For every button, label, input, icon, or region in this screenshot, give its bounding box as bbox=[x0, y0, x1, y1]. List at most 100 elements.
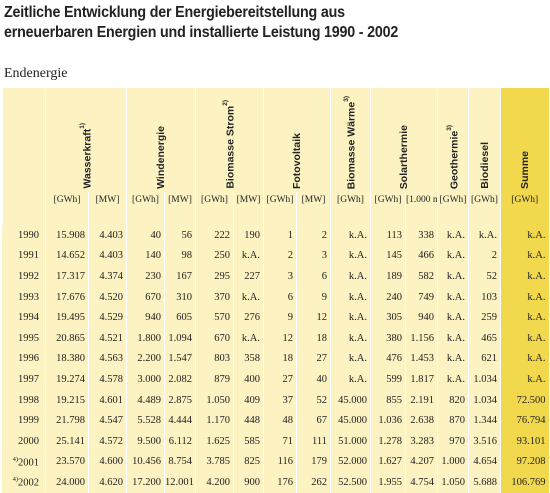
year-label: 1992 bbox=[18, 270, 39, 282]
cell: 27 bbox=[263, 369, 297, 390]
cell: 25.141 bbox=[45, 430, 89, 452]
cell: 1.036 bbox=[370, 410, 406, 431]
cell: 4.600 bbox=[88, 451, 127, 473]
data-row: 1996 18.380 4.563 2.200 1.547 803 358 18 27 k.A. 4… bbox=[3, 348, 549, 370]
year-cell: 1991 bbox=[3, 246, 46, 267]
year-label: 2002 bbox=[18, 477, 39, 489]
column-header: Windenergie bbox=[126, 88, 196, 192]
cell: 2 bbox=[296, 225, 331, 246]
cell: 4.200 bbox=[195, 472, 234, 493]
cell: 1.800 bbox=[126, 327, 165, 349]
year-label: 2001 bbox=[18, 457, 39, 469]
data-row: 4)2002 24.000 4.620 17.200 12.001 4.200 900 176… bbox=[3, 472, 549, 493]
data-row: 1991 14.652 4.403 140 98 250 k.A. 2 3 k.A. 145 466 k… bbox=[3, 245, 549, 267]
cell: 4.654 bbox=[468, 451, 501, 473]
cell: 1.344 bbox=[468, 410, 501, 431]
cell: k.A. bbox=[500, 286, 549, 308]
cell: 12 bbox=[296, 307, 331, 328]
cell: 400 bbox=[233, 369, 264, 390]
cell: 18 bbox=[263, 348, 297, 370]
cell: 1.094 bbox=[164, 327, 196, 349]
header-label: Fotovoltaik bbox=[291, 132, 303, 189]
cell: 14.652 bbox=[45, 245, 89, 267]
cell: 1.156 bbox=[405, 327, 438, 349]
cell: 6.112 bbox=[164, 430, 196, 452]
cell: 2.875 bbox=[164, 389, 196, 411]
cell: 5.528 bbox=[126, 410, 165, 431]
cell: 40 bbox=[126, 225, 165, 246]
year-cell: 1995 bbox=[3, 328, 46, 349]
footnote-mark: 2) bbox=[222, 100, 230, 107]
unit-label: [GWh] bbox=[468, 192, 501, 225]
footnote-mark: 3) bbox=[343, 95, 351, 102]
cell: 9 bbox=[263, 307, 297, 328]
data-row: 1990 15.908 4.403 40 56 222 190 1 2 k.A. 113 338 k.A… bbox=[3, 225, 549, 246]
year-label: 1999 bbox=[18, 415, 39, 427]
cell: 820 bbox=[437, 389, 469, 411]
cell: 18.380 bbox=[45, 348, 89, 370]
title: Zeitliche Entwicklung der Energiebereits… bbox=[4, 3, 398, 43]
header-text: Windenergie bbox=[155, 126, 167, 189]
header-label: Biodiesel bbox=[478, 142, 491, 189]
cell: 103 bbox=[468, 286, 501, 308]
cell: 621 bbox=[468, 348, 501, 370]
cell: 670 bbox=[126, 286, 165, 308]
cell: 19.495 bbox=[45, 307, 89, 328]
year-label: 1994 bbox=[18, 312, 39, 324]
cell: k.A. bbox=[500, 266, 549, 287]
cell: 116 bbox=[263, 451, 297, 473]
data-row: 1995 20.865 4.521 1.800 1.094 670 k.A. 12 18 k.A.… bbox=[3, 327, 549, 349]
data-row: 4)2001 23.570 4.600 10.456 8.754 3.785 825 116 1… bbox=[3, 451, 549, 473]
cell: k.A. bbox=[437, 348, 469, 370]
cell: 19.274 bbox=[45, 369, 89, 390]
cell: k.A. bbox=[233, 327, 264, 349]
cell: 4.754 bbox=[405, 472, 438, 493]
cell: 2 bbox=[468, 245, 501, 267]
cell: 106.769 bbox=[500, 472, 549, 493]
cell: 18 bbox=[296, 327, 331, 349]
cell: 20.865 bbox=[45, 327, 89, 349]
units-row: [GWh] [MW] [GWh] [MW] [GWh] [MW] [GWh] [MW] [GWh… bbox=[2, 192, 549, 225]
data-row: 1992 17.317 4.374 230 167 295 227 3 6 k.A. 189 582 k… bbox=[3, 266, 549, 287]
cell: 52.500 bbox=[330, 472, 371, 493]
cell: 15.908 bbox=[45, 225, 89, 246]
data-row: 1997 19.274 4.578 3.000 2.082 879 400 27 40 k.A. 5… bbox=[3, 369, 549, 390]
cell: k.A. bbox=[500, 225, 549, 246]
data-row: 1998 19.215 4.601 4.489 2.875 1.050 409 37 52 45.… bbox=[3, 389, 549, 411]
header-text: Biomasse Wärme3) bbox=[343, 96, 358, 189]
cell: 2.638 bbox=[405, 410, 438, 431]
cell: 879 bbox=[195, 369, 234, 390]
cell: 1.034 bbox=[468, 369, 501, 390]
header-text: Geothermie3) bbox=[446, 125, 461, 189]
cell: 476 bbox=[370, 348, 406, 370]
cell: 4.529 bbox=[88, 307, 127, 328]
cell: k.A. bbox=[500, 307, 549, 328]
cell: k.A. bbox=[330, 369, 371, 390]
corner-cell bbox=[2, 88, 46, 192]
cell: 1.453 bbox=[405, 348, 438, 370]
cell: 52 bbox=[296, 389, 331, 411]
cell: 9.500 bbox=[126, 430, 165, 452]
cell: 4.374 bbox=[88, 266, 127, 287]
column-header: Solarthermie bbox=[370, 88, 438, 192]
cell: k.A. bbox=[437, 327, 469, 349]
header-label: Biomasse Strom bbox=[224, 106, 237, 189]
cell: 1.627 bbox=[370, 451, 406, 473]
cell: 825 bbox=[233, 451, 264, 473]
cell: 179 bbox=[296, 451, 331, 473]
data-row: 1994 19.495 4.529 940 605 570 276 9 12 k.A. 305 940… bbox=[3, 307, 549, 328]
cell: k.A. bbox=[437, 369, 469, 390]
cell: k.A. bbox=[233, 245, 264, 267]
cell: 3.283 bbox=[405, 430, 438, 452]
cell: 370 bbox=[195, 286, 234, 308]
cell: k.A. bbox=[437, 286, 469, 308]
header-label: Biomasse Wärme bbox=[345, 101, 358, 189]
cell: k.A. bbox=[437, 245, 469, 267]
cell: 190 bbox=[233, 225, 264, 246]
cell: 67 bbox=[296, 410, 331, 431]
cell: k.A. bbox=[437, 307, 469, 328]
unit-label: [GWh] bbox=[370, 192, 406, 225]
cell: 870 bbox=[437, 410, 469, 431]
cell: 1.817 bbox=[405, 369, 438, 390]
cell: 582 bbox=[405, 266, 438, 287]
